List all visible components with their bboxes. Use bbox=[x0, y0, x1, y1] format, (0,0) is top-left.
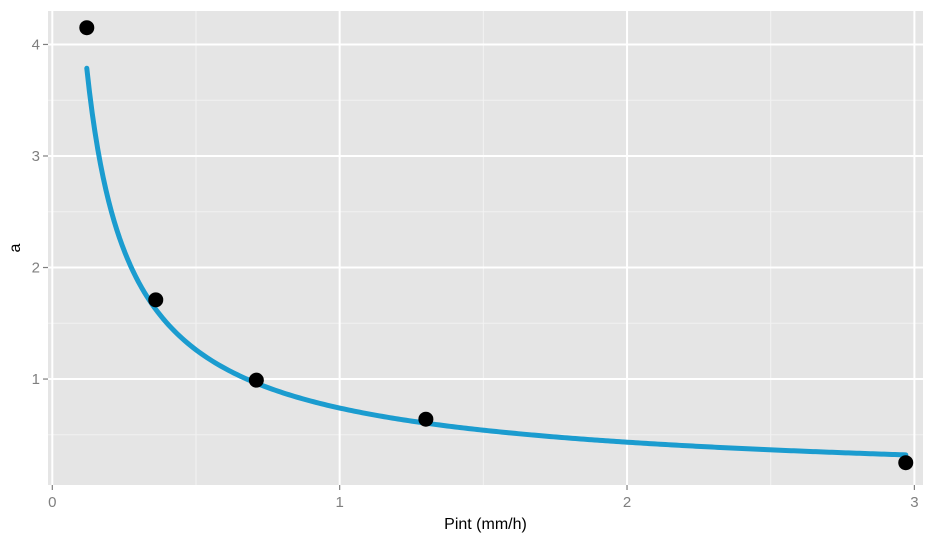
data-point bbox=[148, 292, 164, 308]
x-tick-label: 2 bbox=[623, 494, 631, 511]
plot-panel bbox=[48, 11, 923, 485]
data-point bbox=[248, 372, 264, 388]
x-tick-label: 1 bbox=[335, 494, 343, 511]
y-tick-label: 4 bbox=[32, 36, 40, 53]
data-point bbox=[79, 20, 95, 36]
y-tick-label: 3 bbox=[32, 148, 40, 165]
x-tick-labels: 0 1 2 3 bbox=[48, 494, 918, 511]
grid-lines bbox=[48, 11, 923, 485]
data-point bbox=[898, 455, 914, 471]
fit-curve bbox=[84, 65, 909, 458]
y-tick-label: 2 bbox=[32, 260, 40, 277]
x-tick-label: 0 bbox=[48, 494, 56, 511]
axis-ticks bbox=[43, 43, 915, 490]
y-tick-labels: 1 2 3 4 bbox=[32, 36, 40, 388]
x-axis-title: Pint (mm/h) bbox=[444, 516, 527, 533]
y-axis-title: a bbox=[7, 243, 24, 252]
data-points bbox=[79, 20, 914, 471]
y-tick-label: 1 bbox=[32, 371, 40, 388]
x-tick-label: 3 bbox=[910, 494, 918, 511]
data-point bbox=[418, 411, 434, 427]
